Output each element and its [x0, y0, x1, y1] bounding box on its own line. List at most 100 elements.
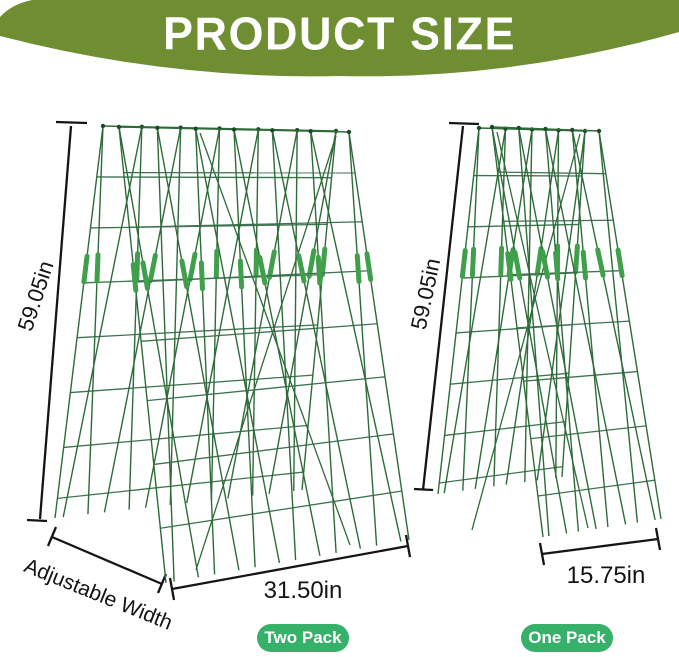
wire-segment — [213, 248, 220, 280]
wire-segment — [70, 374, 313, 394]
wire-segment — [46, 526, 58, 547]
wire-segment — [147, 252, 158, 284]
banner-title: PRODUCT SIZE — [162, 6, 517, 61]
ridge-joint — [516, 125, 521, 131]
wire-segment — [169, 127, 182, 505]
wire-segment — [580, 249, 589, 281]
ridge-joint — [193, 126, 198, 131]
wire-segment — [195, 135, 337, 571]
wire-segment — [354, 253, 362, 285]
wire-segment — [404, 534, 412, 558]
wire-segment — [128, 126, 143, 510]
left-width-label: 31.50in — [263, 577, 343, 604]
wire-segment — [615, 247, 625, 279]
wire-segment — [538, 542, 546, 566]
wire-segment — [54, 125, 104, 519]
wire-segment — [516, 320, 630, 329]
ridge-joint — [231, 127, 237, 132]
wire-segment — [141, 323, 378, 342]
wire-segment — [654, 527, 662, 551]
wire-segment — [81, 253, 90, 285]
wire-segment — [160, 490, 402, 529]
wire-segment — [77, 324, 318, 339]
wire-segment — [144, 128, 221, 508]
wire-segment — [348, 131, 410, 541]
ridge-joint — [270, 128, 275, 133]
dimension-lines — [26, 120, 662, 601]
wire-segment — [96, 176, 332, 179]
wire-segment — [156, 127, 240, 571]
wire-segment — [26, 518, 48, 523]
wire-segment — [194, 128, 281, 564]
wire-segment — [541, 537, 659, 556]
wire-segment — [421, 125, 465, 491]
wire-segment — [598, 130, 662, 520]
wire-segment — [271, 130, 362, 549]
wire-segment — [153, 433, 394, 466]
wire-segment — [194, 128, 216, 575]
wire-segment — [233, 129, 321, 556]
wire-segment — [168, 577, 176, 601]
wire-segment — [471, 133, 581, 531]
ridge-joint — [155, 125, 160, 131]
wire-segment — [309, 131, 337, 553]
wire-segment — [439, 465, 563, 484]
wire-segment — [518, 127, 597, 530]
wire-segment — [319, 246, 328, 278]
wire-segment — [503, 219, 614, 222]
wire-segment — [227, 130, 298, 499]
two-pack-badge: Two Pack — [257, 624, 349, 652]
wire-segment — [237, 258, 245, 290]
wire-segment — [530, 425, 647, 440]
wire-segment — [87, 125, 104, 515]
wire-segment — [233, 129, 256, 568]
wire-segment — [491, 126, 544, 538]
wire-segment — [210, 128, 221, 501]
wire-segment — [348, 131, 378, 546]
wire-segment — [134, 270, 370, 283]
wire-segment — [271, 130, 297, 561]
wire-segment — [537, 479, 655, 497]
ridge-joint — [570, 127, 575, 133]
wire-segment — [474, 129, 533, 490]
wire-segment — [505, 250, 514, 282]
wire-segment — [301, 130, 337, 491]
wire-segment — [437, 127, 480, 495]
wire-segment — [540, 249, 551, 280]
wire-segment — [251, 129, 260, 496]
wire-segment — [103, 127, 182, 513]
wire-segment — [491, 126, 568, 534]
ridge-joint — [543, 126, 548, 132]
wire-segment — [536, 130, 586, 481]
wire-segment — [561, 130, 586, 478]
wire-segment — [179, 258, 190, 290]
wire-segment — [130, 262, 139, 293]
ridge-joint — [308, 128, 313, 134]
wire-segment — [553, 250, 561, 282]
wire-segment — [571, 129, 656, 521]
wire-segment — [598, 130, 639, 523]
wire-segment — [518, 127, 550, 537]
wire-segment — [497, 171, 606, 175]
wire-segment — [448, 121, 480, 126]
wire-segment — [544, 128, 580, 532]
wire-segment — [51, 535, 163, 586]
wire-segment — [573, 243, 580, 275]
wire-segment — [156, 127, 175, 582]
ridge-joint — [489, 124, 495, 130]
wire-segment — [94, 252, 101, 284]
ridge-joint — [596, 128, 602, 134]
wire-segment — [544, 128, 627, 525]
wire-segment — [62, 126, 143, 518]
wire-segment — [63, 424, 309, 449]
one-pack-badge: One Pack — [521, 624, 613, 652]
wire-segment — [523, 370, 638, 382]
wire-segment — [467, 223, 579, 228]
wire-segment — [199, 132, 351, 546]
banner-ribbon — [0, 0, 679, 77]
ridge-joint — [116, 124, 122, 130]
ridge-joint — [100, 123, 106, 129]
wire-segment — [171, 544, 409, 591]
